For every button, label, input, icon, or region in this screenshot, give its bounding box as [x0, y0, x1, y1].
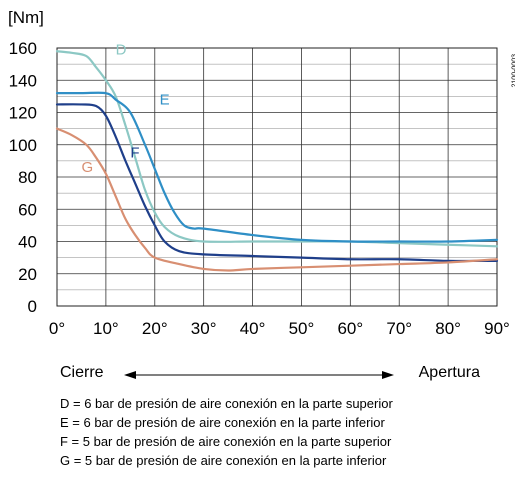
y-tick-label: 80 [18, 168, 37, 187]
x-tick-label: 90° [484, 319, 510, 338]
x-tick-label: 0° [49, 319, 65, 338]
note-g: G = 5 bar de presión de aire conexión en… [60, 453, 387, 468]
series-label-d: D [116, 41, 127, 58]
direction-indicator: Cierre Apertura [60, 364, 480, 386]
x-tick-label: 80° [435, 319, 461, 338]
y-tick-label: 160 [9, 39, 37, 58]
series-line-e [55, 91, 499, 243]
y-tick-label: 0 [28, 297, 37, 316]
closing-label: Cierre [60, 364, 104, 381]
x-tick-label: 40° [240, 319, 266, 338]
y-tick-label: 20 [18, 265, 37, 284]
opening-label: Apertura [418, 364, 480, 381]
y-tick-label: 40 [18, 233, 37, 252]
torque-chart: 0 20 40 60 80 100 120 140 160 0° 10° 20° 30° 40° 50° 60… [9, 39, 510, 338]
series-label-f: F [130, 145, 139, 162]
x-tick-label: 10° [93, 319, 119, 338]
note-e: E = 6 bar de presión de aire conexión en… [60, 415, 385, 430]
x-tick-label: 60° [337, 319, 363, 338]
x-tick-label: 50° [289, 319, 315, 338]
y-tick-label: 140 [9, 71, 37, 90]
series-line-f [55, 103, 499, 263]
note-f: F = 5 bar de presión de aire conexión en… [60, 434, 392, 449]
series-label-e: E [160, 91, 170, 108]
y-tick-label: 60 [18, 200, 37, 219]
y-tick-label: 100 [9, 136, 37, 155]
legend-notes: D = 6 bar de presión de aire conexión en… [60, 394, 500, 470]
note-d: D = 6 bar de presión de aire conexión en… [60, 396, 393, 411]
x-tick-label: 20° [142, 319, 168, 338]
plot-frame [56, 47, 498, 307]
y-axis-unit-label: [Nm] [8, 8, 44, 27]
series-label-g: G [81, 159, 93, 176]
x-tick-label: 30° [191, 319, 217, 338]
series-line-g [55, 127, 499, 272]
double-arrow-icon [124, 371, 394, 379]
y-tick-label: 120 [9, 104, 37, 123]
x-tick-label: 70° [386, 319, 412, 338]
